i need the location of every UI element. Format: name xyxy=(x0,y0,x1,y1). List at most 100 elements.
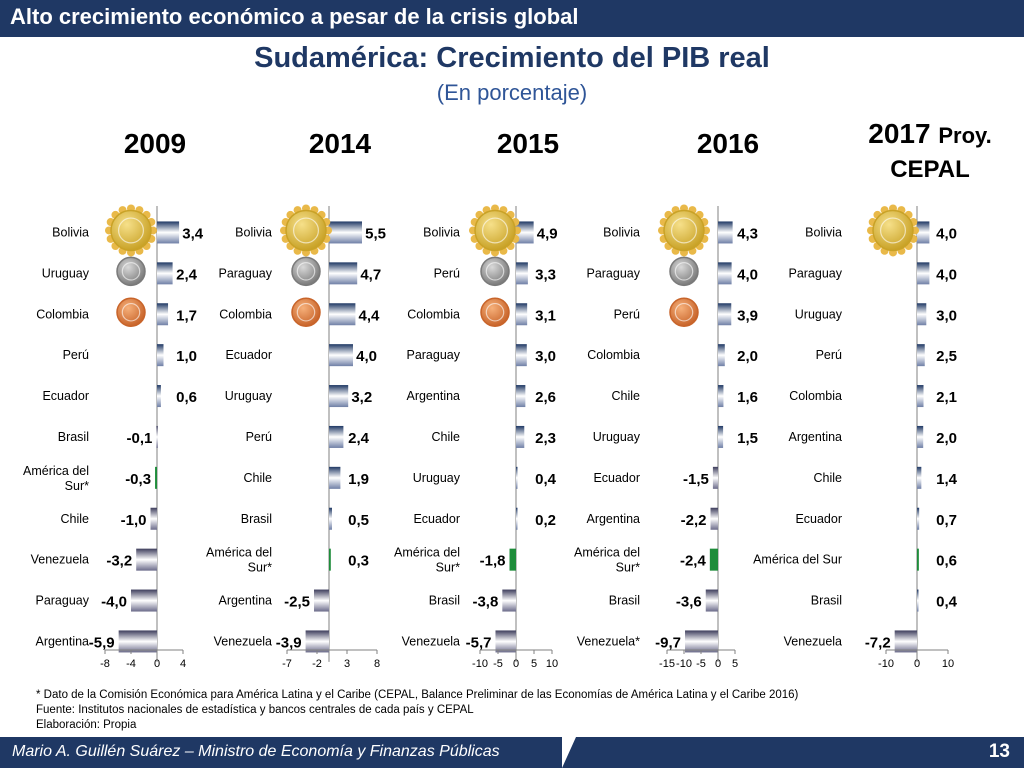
category-label: Perú xyxy=(63,348,89,362)
tick-label: 8 xyxy=(374,658,380,670)
bar xyxy=(136,548,157,571)
silver-medal-icon xyxy=(669,256,699,287)
value-label: -3,2 xyxy=(106,553,132,570)
page-title: Sudamérica: Crecimiento del PIB real xyxy=(254,42,770,74)
category-label: Perú xyxy=(816,348,842,362)
bar xyxy=(894,630,917,653)
banner-title: Alto crecimiento económico a pesar de la… xyxy=(10,4,579,29)
bar xyxy=(131,589,157,612)
bar xyxy=(516,303,528,326)
tick-label: 5 xyxy=(531,658,537,670)
x-axis: -8 -4 0 4 xyxy=(100,649,186,670)
tick-label: 10 xyxy=(942,658,954,670)
tick-label: -15 xyxy=(659,658,675,670)
bar xyxy=(709,548,718,571)
bar xyxy=(329,466,341,489)
category-label: Paraguay xyxy=(218,266,272,280)
bar xyxy=(329,262,358,285)
value-label: 1,6 xyxy=(737,389,758,406)
chart-panel-2017: Bolivia 4,0 Paraguay 4,0 Uruguay 3,0 Perú 2,5 Co… xyxy=(753,204,958,670)
tick-label: 0 xyxy=(715,658,721,670)
value-label: -5,7 xyxy=(466,634,492,651)
bar xyxy=(157,344,164,367)
value-label: 1,4 xyxy=(936,471,958,488)
bar xyxy=(329,385,349,408)
bar xyxy=(917,385,924,408)
value-label: -7,2 xyxy=(865,634,891,651)
bronze-medal-icon xyxy=(291,297,321,327)
chart-panel-2015: Bolivia 4,9 Perú 3,3 Colombia 3,1 Paraguay 3,0 A… xyxy=(394,204,558,670)
bar xyxy=(710,507,718,530)
value-label: 4,3 xyxy=(737,225,758,242)
tick-label: 0 xyxy=(154,658,160,670)
value-label: 2,6 xyxy=(535,389,556,406)
value-label: 1,9 xyxy=(348,471,369,488)
value-label: -5,9 xyxy=(89,634,115,651)
category-label: Venezuela xyxy=(402,634,460,648)
category-label: Argentina xyxy=(788,430,842,444)
bar xyxy=(917,221,930,244)
category-label: Paraguay xyxy=(406,348,460,362)
value-label: 1,7 xyxy=(176,307,197,324)
category-label: América del Sur xyxy=(753,553,842,567)
tick-label: 0 xyxy=(513,658,519,670)
category-label: Colombia xyxy=(789,389,842,403)
category-label: Ecuador xyxy=(413,512,460,526)
x-axis: -10 -5 0 5 10 xyxy=(472,649,558,670)
category-label: Venezuela xyxy=(784,634,842,648)
category-label: Venezuela xyxy=(214,634,272,648)
bar xyxy=(502,589,516,612)
bronze-medal-icon xyxy=(116,297,146,327)
value-label: 3,0 xyxy=(936,307,957,324)
value-label: 4,9 xyxy=(537,225,558,242)
bar xyxy=(718,221,733,244)
value-label: 5,5 xyxy=(365,225,386,242)
bar xyxy=(516,262,528,285)
value-label: 4,0 xyxy=(737,266,758,283)
value-label: -2,2 xyxy=(681,512,707,529)
value-label: 0,4 xyxy=(535,471,557,488)
bar xyxy=(917,262,930,285)
bar xyxy=(516,221,534,244)
category-label: Perú xyxy=(246,430,272,444)
category-label: Brasil xyxy=(241,512,272,526)
value-label: 4,0 xyxy=(936,225,957,242)
gold-medal-icon xyxy=(105,204,157,257)
category-label: Chile xyxy=(814,471,843,485)
category-label: Ecuador xyxy=(593,471,640,485)
chart-title-2014: 2014 xyxy=(308,128,372,159)
category-label: Colombia xyxy=(36,307,89,321)
bar xyxy=(329,548,331,571)
bar xyxy=(157,262,173,285)
tick-label: -10 xyxy=(676,658,692,670)
bar xyxy=(718,303,732,326)
category-label: Uruguay xyxy=(225,389,273,403)
bar xyxy=(917,425,924,448)
chart-title-2015: 2015 xyxy=(496,128,560,159)
category-label: Chile xyxy=(432,430,461,444)
chart-title-2017: 2017 Proy. CEPAL xyxy=(868,118,992,183)
category-label: Uruguay xyxy=(413,471,461,485)
bar xyxy=(718,344,725,367)
value-label: 0,2 xyxy=(535,512,556,529)
gold-medal-icon xyxy=(280,204,332,257)
value-label: -9,7 xyxy=(655,634,681,651)
value-label: 2,5 xyxy=(936,348,957,365)
value-label: 0,4 xyxy=(936,594,958,611)
chart-panel-2014: Bolivia 5,5 Paraguay 4,7 Colombia 4,4 Ecuador 4… xyxy=(206,204,386,670)
value-label: 2,0 xyxy=(737,348,758,365)
bar xyxy=(516,466,518,489)
footnote: * Dato de la Comisión Económica para Amé… xyxy=(36,689,799,701)
tick-label: -4 xyxy=(126,658,136,670)
value-label: 2,0 xyxy=(936,430,957,447)
value-label: 1,5 xyxy=(737,430,758,447)
x-axis: -7 -2 3 8 xyxy=(282,649,380,670)
bar xyxy=(329,507,332,530)
category-label: Venezuela xyxy=(31,553,89,567)
bar xyxy=(305,630,329,653)
tick-label: -5 xyxy=(493,658,503,670)
value-label: 3,2 xyxy=(351,389,372,406)
category-label: Perú xyxy=(434,266,460,280)
category-label: Bolivia xyxy=(235,225,272,239)
category-label: América del Sur* xyxy=(206,546,272,575)
